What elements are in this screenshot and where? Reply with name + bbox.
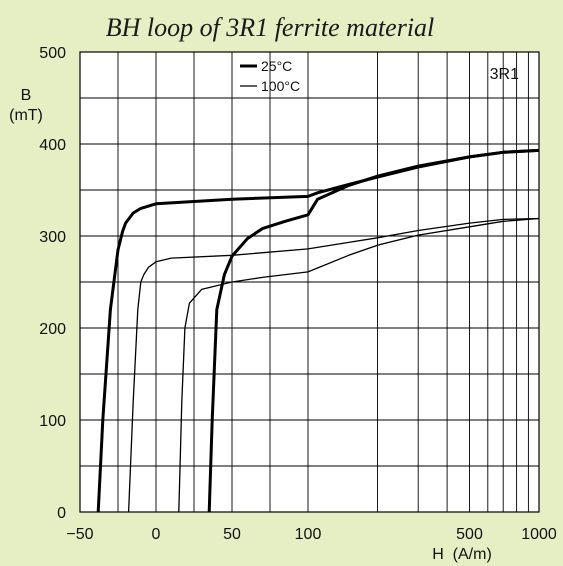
y-tick-label: 300: [39, 229, 66, 246]
legend-label-100c: 100°C: [261, 78, 300, 94]
x-tick-label: 0: [152, 526, 161, 543]
x-tick-label: −50: [66, 526, 93, 543]
bh-curve-100c-ascending: [178, 217, 540, 513]
chart-title: BH loop of 3R1 ferrite material: [106, 13, 435, 42]
legend-label-25c: 25°C: [261, 58, 292, 74]
x-tick-label: 500: [456, 526, 483, 543]
y-tick-label: 200: [39, 321, 66, 338]
material-tag: 3R1: [490, 66, 519, 83]
y-axis-unit: (mT): [9, 107, 43, 124]
x-axis-label: H (A/m): [432, 546, 492, 563]
y-tick-label: 500: [39, 45, 66, 62]
x-tick-label: 100: [295, 526, 322, 543]
legend: 25°C 100°C: [240, 58, 300, 94]
y-tick-label: 0: [57, 505, 66, 522]
x-tick-label: 1000: [521, 526, 557, 543]
bh-curve-25c-ascending: [207, 148, 540, 513]
y-tick-labels: 0 100 200 300 400 500: [39, 45, 66, 522]
y-axis-label: B: [21, 87, 32, 104]
grid-lines: [79, 51, 540, 513]
x-tick-label: 50: [223, 526, 241, 543]
x-tick-labels: −50 0 50 100 500 1000: [66, 526, 556, 543]
bh-curves: [96, 148, 540, 513]
bh-curve-100c-descending: [127, 217, 540, 513]
y-tick-label: 100: [39, 413, 66, 430]
y-tick-label: 400: [39, 137, 66, 154]
